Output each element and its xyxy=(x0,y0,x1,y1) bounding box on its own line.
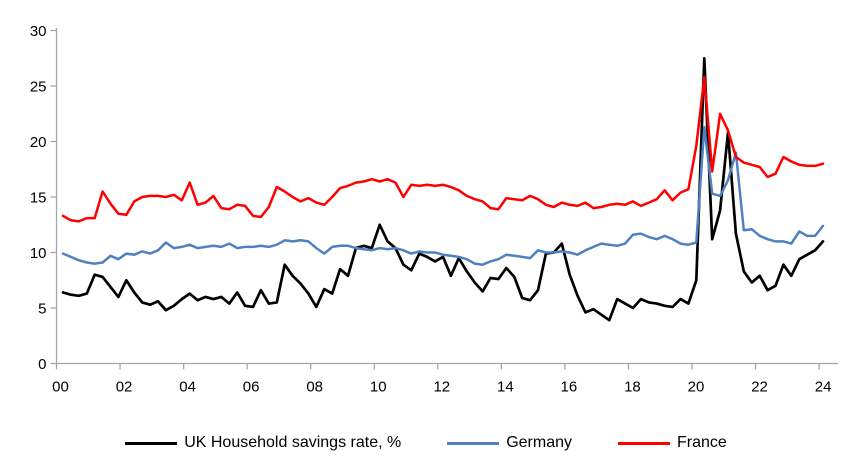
uk-legend-label: UK Household savings rate, % xyxy=(184,434,402,451)
line-chart-plot-area: 0 5 10 15 20 25 30 00 02 04 06 08 10 12 14 16 18 20 22 24 xyxy=(30,23,838,396)
y-tick-label-0: 0 xyxy=(38,356,46,373)
x-tick-label-08: 08 xyxy=(306,379,323,396)
y-tick-label-15: 15 xyxy=(30,190,47,207)
x-tick-label-24: 24 xyxy=(815,379,832,396)
series-line-germany xyxy=(61,125,825,266)
x-tick-label-00: 00 xyxy=(52,379,69,396)
france-line-swatch xyxy=(618,441,670,445)
legend-item-germany: Germany xyxy=(447,435,572,451)
x-tick-label-10: 10 xyxy=(370,379,387,396)
y-tick-label-5: 5 xyxy=(38,301,46,318)
germany-legend-label: Germany xyxy=(506,434,572,451)
germany-line-swatch xyxy=(447,441,500,445)
x-tick-label-18: 18 xyxy=(624,379,641,396)
x-tick-label-20: 20 xyxy=(688,379,705,396)
x-tick-label-12: 12 xyxy=(433,379,450,396)
x-tick-label-06: 06 xyxy=(243,379,260,396)
y-tick-label-20: 20 xyxy=(30,134,47,151)
x-tick-label-22: 22 xyxy=(751,379,768,396)
x-tick-label-14: 14 xyxy=(497,379,514,396)
y-tick-label-30: 30 xyxy=(30,23,47,40)
legend-item-uk: UK Household savings rate, % xyxy=(125,435,401,451)
y-tick-label-10: 10 xyxy=(30,245,47,262)
france-legend-label: France xyxy=(677,434,727,451)
series-line-france xyxy=(61,75,825,223)
y-tick-label-25: 25 xyxy=(30,79,47,96)
uk-line-swatch xyxy=(125,441,178,445)
x-tick-label-16: 16 xyxy=(561,379,578,396)
x-tick-label-04: 04 xyxy=(179,379,196,396)
chart-legend: UK Household savings rate, % Germany Fra… xyxy=(0,426,852,460)
series-line-uk xyxy=(61,56,825,322)
legend-item-france: France xyxy=(618,435,727,451)
x-tick-label-02: 02 xyxy=(116,379,133,396)
